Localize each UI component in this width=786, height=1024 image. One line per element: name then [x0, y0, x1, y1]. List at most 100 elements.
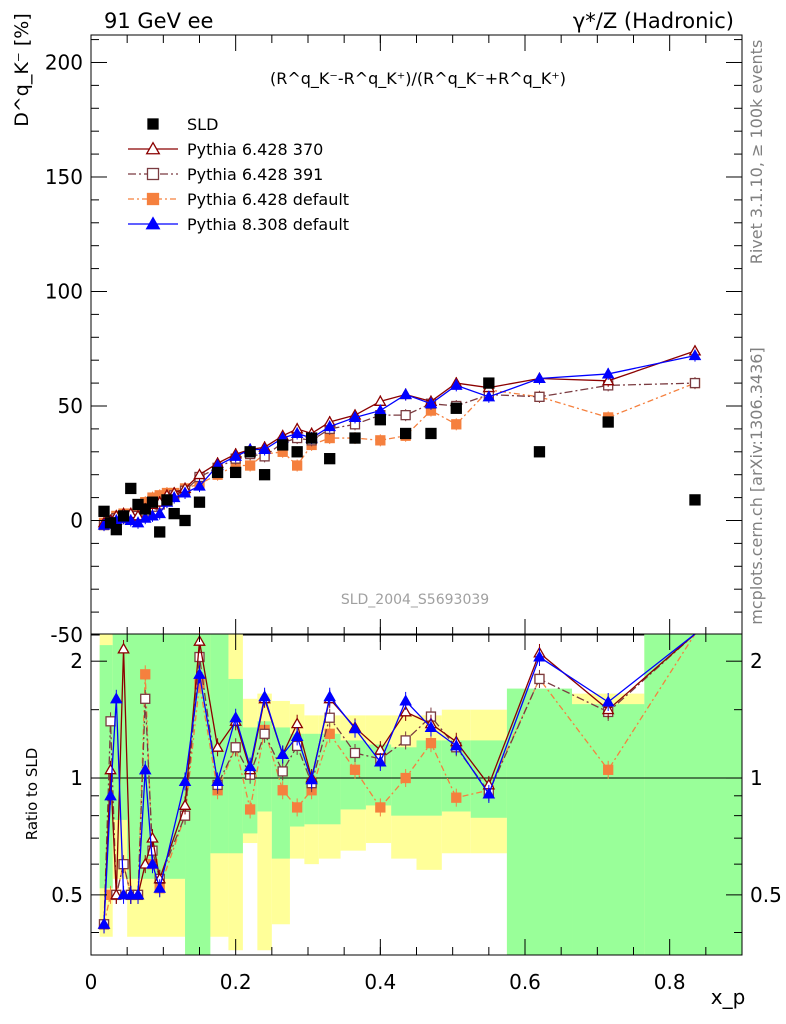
data-point — [104, 517, 117, 529]
data-point — [374, 414, 386, 426]
data-point — [424, 397, 438, 409]
ratio-y-axis-label: Ratio to SLD — [23, 748, 41, 841]
data-point — [179, 514, 191, 527]
ratio-point — [140, 693, 151, 704]
data-point — [349, 432, 361, 444]
ratio-point — [399, 694, 412, 706]
uncertainty-band-1sigma — [318, 733, 341, 825]
ratio-point — [104, 789, 117, 801]
data-point — [324, 453, 336, 465]
data-point — [211, 466, 224, 479]
data-point — [244, 460, 256, 471]
data-point — [601, 374, 615, 386]
ratio-point — [374, 755, 387, 767]
ratio-point — [400, 772, 411, 784]
ratio-y-tick-label: 0.5 — [51, 883, 83, 907]
data-point — [98, 505, 110, 517]
data-point — [290, 426, 304, 439]
series-sld — [98, 377, 701, 538]
data-point — [153, 507, 167, 519]
ratio-point — [323, 690, 336, 702]
data-point — [425, 427, 437, 440]
legend-marker — [146, 192, 160, 206]
uncertainty-band-1sigma — [506, 688, 573, 955]
data-point — [125, 482, 137, 495]
data-point — [348, 410, 362, 422]
ratio-point — [140, 669, 151, 680]
legend: SLD Pythia 6.428 370 Pythia 6.428 391 Pythi… — [128, 115, 349, 234]
ratio-y-tick-label: 2 — [70, 649, 83, 673]
x-tick-label: 0.4 — [364, 970, 396, 994]
ratio-point — [482, 787, 496, 799]
data-point — [178, 486, 192, 498]
ratio-y-tick-label-right: 1 — [750, 766, 763, 790]
uncertainty-band-1sigma — [644, 634, 742, 955]
data-point — [375, 435, 386, 446]
ratio-point — [194, 651, 205, 663]
data-point — [400, 410, 411, 421]
ratio-point — [603, 764, 614, 775]
legend-marker — [146, 167, 160, 181]
data-point — [258, 443, 271, 455]
rivet-label: Rivet 3.1.10, ≥ 100k events — [747, 40, 766, 265]
ratio-point — [153, 881, 167, 893]
ratio-y-tick-label: 1 — [70, 766, 83, 790]
ratio-point — [258, 690, 271, 702]
data-point — [601, 367, 615, 379]
ratio-point — [425, 737, 437, 749]
data-point — [305, 432, 318, 444]
data-point — [291, 460, 303, 471]
legend-marker — [145, 216, 161, 230]
analysis-label: SLD_2004_S5693039 — [341, 592, 489, 608]
series-pythia-8-308-default — [97, 349, 702, 532]
x-tick-label: 0 — [85, 970, 98, 994]
ratio-point — [243, 760, 257, 772]
legend-label: Pythia 6.428 default — [187, 190, 349, 209]
ratio-point — [400, 735, 411, 746]
ratio-y-tick-label-right: 2 — [750, 649, 763, 673]
main-y-tick-label: -50 — [50, 623, 83, 647]
data-point — [193, 468, 206, 480]
legend-item: Pythia 6.428 default — [128, 190, 349, 209]
uncertainty-band-1sigma — [112, 634, 128, 820]
ratio-point — [349, 747, 361, 759]
ratio-point — [211, 774, 224, 786]
data-point — [193, 479, 206, 491]
ratio-point — [104, 763, 117, 775]
ratio-plot-panel: 0.5 0.5 1 1 2 2 0 0.2 0.4 0.6 0.8 Ratio to SLD x_p — [23, 632, 782, 1009]
legend-marker — [145, 141, 161, 155]
data-point — [483, 377, 495, 389]
data-point — [110, 524, 122, 536]
data-point — [323, 420, 336, 432]
x-axis-label: x_p — [711, 985, 746, 1009]
data-point — [689, 377, 701, 389]
ratio-point — [193, 667, 206, 679]
legend-label: Pythia 6.428 391 — [187, 165, 323, 184]
legend-item: Pythia 6.428 370 — [128, 140, 323, 159]
ratio-point — [375, 802, 386, 813]
ratio-point — [229, 711, 242, 723]
series-pythia-6-428-default — [98, 377, 701, 529]
legend-item: Pythia 8.308 default — [128, 215, 349, 234]
legend-label: Pythia 8.308 default — [187, 215, 349, 234]
main-y-tick-label: 50 — [58, 394, 83, 418]
ratio-point — [277, 766, 288, 777]
x-tick-label: 0.6 — [509, 970, 541, 994]
data-point — [193, 496, 206, 508]
ratio-point — [110, 692, 123, 704]
ratio-point — [138, 763, 152, 775]
data-point — [168, 507, 180, 520]
header-process: γ*/Z (Hadronic) — [573, 9, 734, 33]
ratio-point — [276, 747, 289, 760]
data-point — [154, 526, 166, 538]
data-point — [399, 427, 412, 440]
ratio-point — [105, 716, 116, 727]
ratio-point — [305, 773, 318, 785]
ratio-point — [124, 888, 138, 900]
ratio-point — [230, 742, 241, 753]
x-tick-label: 0.2 — [220, 970, 252, 994]
data-point — [146, 496, 159, 508]
data-point — [229, 449, 242, 461]
data-point — [482, 390, 496, 402]
